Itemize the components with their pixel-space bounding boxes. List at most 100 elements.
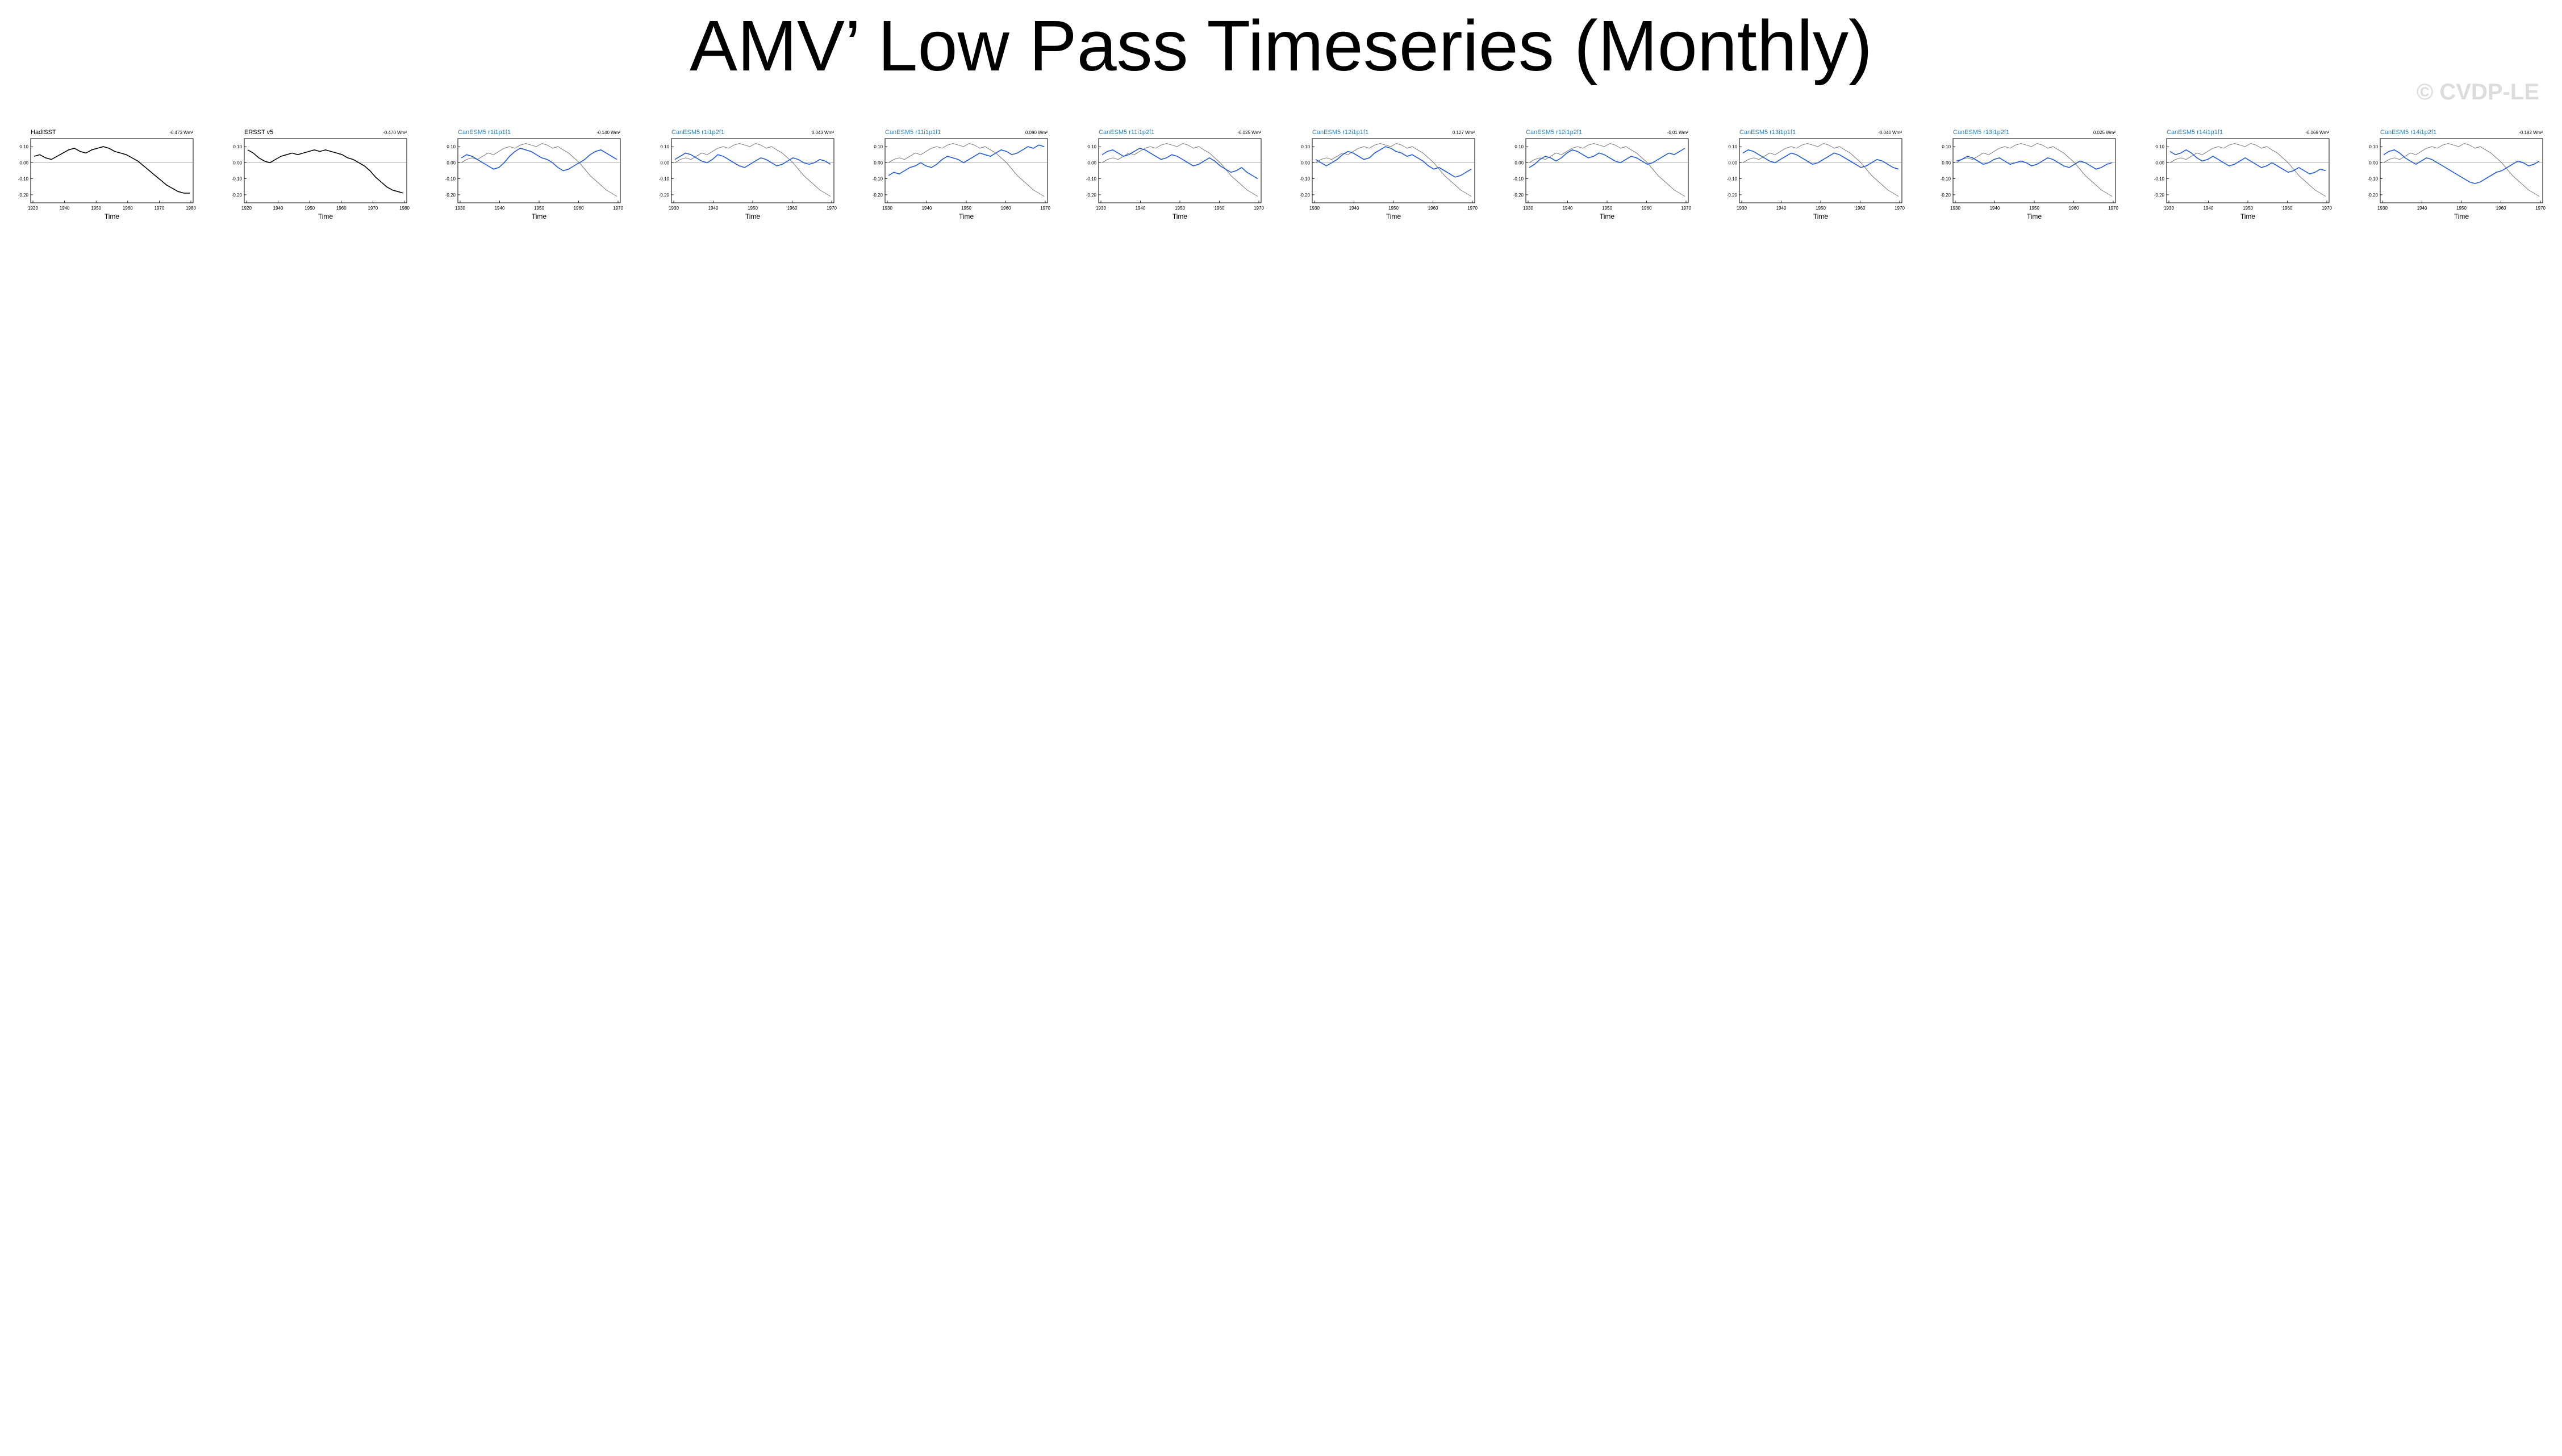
- reference-line: [1742, 143, 1899, 197]
- y-tick-label: -0.10: [1513, 177, 1524, 182]
- x-tick-label: 1950: [1388, 206, 1399, 211]
- x-tick-label: 1960: [1001, 206, 1011, 211]
- panel-10: CanESM5 r13i1p2f1 0.025 Wm² 0.10 0.00 -0.10 -…: [1941, 129, 2119, 220]
- panel-title: CanESM5 r14i1p1f1: [2167, 129, 2223, 136]
- x-tick-label: 1950: [1602, 206, 1612, 211]
- panel-3: CanESM5 r1i1p1f1 -0.140 Wm² 0.10 0.00 -0.10 -…: [445, 129, 624, 220]
- x-tick-label: 1930: [882, 206, 892, 211]
- x-tick-label: 1940: [1563, 206, 1573, 211]
- y-tick-label: -0.20: [445, 193, 456, 198]
- panel-frame: [1952, 138, 2116, 203]
- member-line: [2383, 149, 2540, 184]
- x-tick-label: 1970: [613, 206, 623, 211]
- member-line: [1529, 148, 1685, 168]
- panel-trend: -0.069 Wm²: [2305, 130, 2329, 135]
- y-tick-label: -0.10: [873, 177, 883, 182]
- y-tick-label: -0.10: [2154, 177, 2165, 182]
- x-axis-label: Time: [1172, 212, 1188, 220]
- x-tick-label: 1930: [1737, 206, 1747, 211]
- y-tick-label: -0.20: [232, 193, 243, 198]
- reference-line: [888, 143, 1045, 197]
- panel-title: CanESM5 r11i1p1f1: [885, 129, 941, 136]
- x-tick-label: 1940: [273, 206, 283, 211]
- x-tick-label: 1950: [748, 206, 758, 211]
- x-tick-label: 1940: [1990, 206, 2000, 211]
- x-tick-label: 1950: [961, 206, 971, 211]
- y-tick-label: 0.00: [660, 160, 669, 165]
- panel-trend: -0.182 Wm²: [2519, 130, 2543, 135]
- x-tick-label: 1970: [368, 206, 378, 211]
- x-tick-label: 1930: [1309, 206, 1320, 211]
- x-tick-label: 1940: [708, 206, 719, 211]
- panel-frame: [2380, 138, 2543, 203]
- x-tick-label: 1960: [1428, 206, 1438, 211]
- x-tick-label: 1960: [1855, 206, 1866, 211]
- panel-trend: 0.043 Wm²: [812, 130, 834, 135]
- panel-frame: [671, 138, 834, 203]
- panel-frame: [1525, 138, 1689, 203]
- x-tick-label: 1970: [2108, 206, 2118, 211]
- panel-trend: -0.140 Wm²: [596, 130, 620, 135]
- panel-title: CanESM5 r11i1p2f1: [1099, 129, 1154, 136]
- x-tick-label: 1960: [123, 206, 133, 211]
- x-axis-label: Time: [532, 212, 547, 220]
- x-axis-label: Time: [1600, 212, 1615, 220]
- x-tick-label: 1940: [1349, 206, 1359, 211]
- reference-line: [2169, 143, 2326, 197]
- x-tick-label: 1960: [2496, 206, 2506, 211]
- reference-line: [461, 143, 617, 197]
- y-tick-label: 0.00: [1514, 160, 1524, 165]
- panel-title: CanESM5 r1i1p2f1: [671, 129, 724, 136]
- panel-title: CanESM5 r13i1p1f1: [1739, 129, 1796, 136]
- y-tick-label: -0.20: [2368, 193, 2379, 198]
- y-tick-label: 0.10: [19, 144, 28, 149]
- x-tick-label: 1970: [2535, 206, 2546, 211]
- panel-title: CanESM5 r12i1p1f1: [1312, 129, 1368, 136]
- y-tick-label: 0.00: [1942, 160, 1951, 165]
- panel-4: CanESM5 r1i1p2f1 0.043 Wm² 0.10 0.00 -0.10 -0…: [659, 129, 837, 220]
- x-tick-label: 1980: [399, 206, 410, 211]
- y-tick-label: 0.10: [1514, 144, 1524, 149]
- x-tick-label: 1930: [455, 206, 465, 211]
- panel-9: CanESM5 r13i1p1f1 -0.040 Wm² 0.10 0.00 -0.10…: [1727, 129, 1905, 220]
- reference-line: [1101, 143, 1258, 197]
- x-tick-label: 1970: [1040, 206, 1050, 211]
- x-tick-label: 1960: [2283, 206, 2293, 211]
- panel-title: ERSST v5: [244, 129, 273, 136]
- x-tick-label: 1970: [1895, 206, 1905, 211]
- panel-11: CanESM5 r14i1p1f1 -0.069 Wm² 0.10 0.00 -0.10…: [2154, 129, 2332, 220]
- x-tick-label: 1970: [827, 206, 837, 211]
- x-tick-label: 1970: [1254, 206, 1264, 211]
- panel-frame: [1739, 138, 1902, 203]
- panel-2: ERSST v5 -0.470 Wm² 0.10 0.00 -0.10 -0.20 1920…: [232, 129, 410, 220]
- panel-7: CanESM5 r12i1p1f1 0.127 Wm² 0.10 0.00 -0.10 -…: [1300, 129, 1478, 220]
- reference-line: [674, 143, 831, 197]
- x-tick-label: 1940: [495, 206, 505, 211]
- panel-frame: [884, 138, 1048, 203]
- member-line: [1742, 149, 1899, 170]
- x-tick-label: 1970: [1681, 206, 1691, 211]
- y-tick-label: -0.10: [445, 177, 456, 182]
- panel-trend: -0.470 Wm²: [383, 130, 407, 135]
- x-tick-label: 1930: [2164, 206, 2174, 211]
- x-axis-label: Time: [2454, 212, 2469, 220]
- panel-12: CanESM5 r14i1p2f1 -0.182 Wm² 0.10 0.00 -0.10…: [2368, 129, 2546, 220]
- panel-frame: [1312, 138, 1475, 203]
- y-tick-label: -0.20: [1086, 193, 1097, 198]
- x-tick-label: 1970: [1467, 206, 1478, 211]
- y-tick-label: 0.00: [1087, 160, 1096, 165]
- y-tick-label: 0.00: [1728, 160, 1737, 165]
- x-tick-label: 1940: [1776, 206, 1787, 211]
- x-tick-label: 1950: [2029, 206, 2039, 211]
- x-tick-label: 1950: [1175, 206, 1185, 211]
- member-line: [2169, 149, 2326, 175]
- panel-8: CanESM5 r12i1p2f1 -0.01 Wm² 0.10 0.00 -0.10 -…: [1513, 129, 1692, 220]
- y-tick-label: 0.10: [1087, 144, 1096, 149]
- panel-frame: [30, 138, 194, 203]
- x-tick-label: 1960: [336, 206, 347, 211]
- y-tick-label: -0.20: [2154, 193, 2165, 198]
- x-tick-label: 1950: [304, 206, 315, 211]
- panel-title: CanESM5 r14i1p2f1: [2380, 129, 2436, 136]
- y-tick-label: -0.10: [1300, 177, 1311, 182]
